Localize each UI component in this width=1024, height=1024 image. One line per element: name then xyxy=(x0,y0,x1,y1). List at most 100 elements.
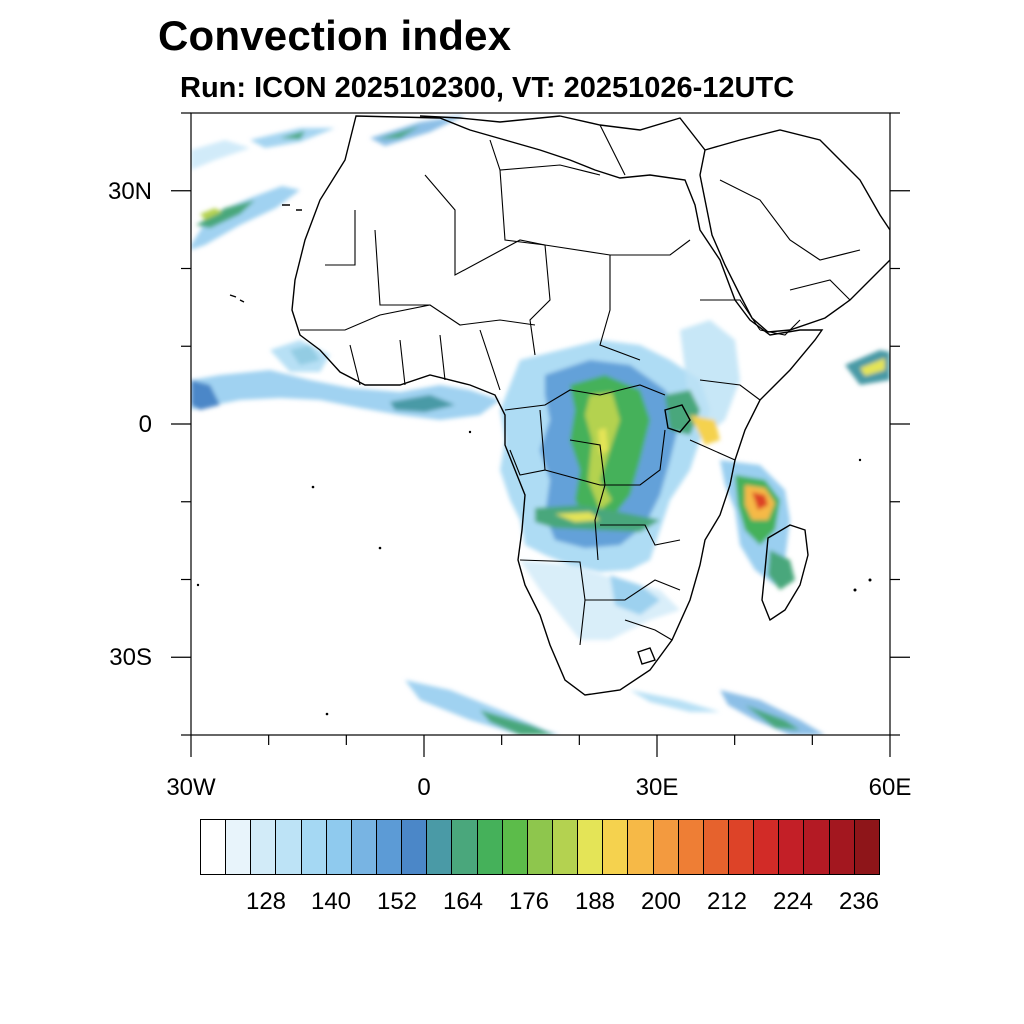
border-n3 xyxy=(424,174,546,276)
border-east2 xyxy=(689,439,736,461)
colorbar-swatch xyxy=(402,820,428,874)
border-central4 xyxy=(544,429,666,486)
mediterranean-coast xyxy=(559,115,706,151)
field-nw-band xyxy=(191,186,300,250)
colorbar-label-128: 128 xyxy=(245,888,287,915)
canary-islands xyxy=(282,204,302,211)
arabia-coastline xyxy=(699,129,890,333)
field-west-africa-band xyxy=(191,370,500,420)
field-east-africa-cells xyxy=(690,415,720,445)
field-top-left-wisps xyxy=(191,140,250,170)
lon-label-0: 0 xyxy=(417,774,431,801)
colorbar xyxy=(200,819,880,875)
border-med2 xyxy=(489,139,601,176)
colorbar-label-164: 164 xyxy=(442,888,484,915)
colorbar-swatch xyxy=(854,820,879,874)
field-lake-victoria xyxy=(665,390,700,435)
island-3 xyxy=(325,712,329,716)
figure-subtitle: Run: ICON 2025102300, VT: 20251026-12UTC xyxy=(180,72,795,104)
field-southern-africa-mid xyxy=(610,575,660,615)
field-south-streak-3 xyxy=(630,690,720,712)
border-horn xyxy=(759,319,801,336)
field-top-streak-2 xyxy=(370,115,465,146)
colorbar-swatch xyxy=(754,820,780,874)
field-south-streak-1 xyxy=(405,680,560,735)
border-n6 xyxy=(599,255,641,361)
colorbar-swatch xyxy=(628,820,654,874)
field-south-streak-2-core xyxy=(745,705,800,730)
field-top-streak-2-core xyxy=(378,126,420,139)
lat-label-0: 0 xyxy=(138,411,152,438)
convection-field xyxy=(191,115,890,735)
border-central2 xyxy=(509,409,546,476)
colorbar-swatch xyxy=(678,820,704,874)
field-nw-band-peak xyxy=(200,208,222,220)
africa-coastline xyxy=(291,115,824,696)
figure-title: Convection index xyxy=(158,12,512,59)
colorbar-swatch xyxy=(728,820,755,874)
field-top-streak-1-core xyxy=(280,131,305,139)
colorbar-swatch xyxy=(578,820,604,874)
colorbar-swatch xyxy=(452,820,478,874)
lat-label-30n: 30N xyxy=(107,178,152,205)
border-east1 xyxy=(699,379,761,401)
field-angola-band-peak xyxy=(555,512,600,522)
europe-coastline xyxy=(419,115,561,123)
colorbar-swatch xyxy=(502,820,528,874)
lesotho-outline xyxy=(637,647,656,665)
colorbar-swatch xyxy=(829,820,855,874)
border-south1 xyxy=(519,559,586,646)
madagascar-coastline xyxy=(761,524,809,622)
axis-ticks xyxy=(171,112,910,757)
colorbar-label-188: 188 xyxy=(574,888,616,915)
lat-label-30s: 30S xyxy=(109,644,152,671)
border-n5 xyxy=(529,244,551,356)
border-south2 xyxy=(585,579,681,601)
field-west-edge-cells xyxy=(191,380,220,410)
island-4 xyxy=(868,578,872,582)
field-cyclone-peak xyxy=(752,492,768,510)
colorbar-swatch xyxy=(527,820,553,874)
border-wa4 xyxy=(479,329,501,391)
border-east3 xyxy=(700,299,761,331)
border-wa3 xyxy=(439,334,446,381)
border-n1 xyxy=(325,210,356,266)
colorbar-swatch xyxy=(603,820,629,874)
border-wa2 xyxy=(399,339,406,386)
island-2 xyxy=(378,546,382,550)
colorbar-swatch xyxy=(427,820,453,874)
lon-label-60e: 60E xyxy=(868,774,912,801)
border-sahel xyxy=(300,304,536,331)
cape-verde xyxy=(229,294,245,303)
field-nw-band-core xyxy=(196,200,255,228)
colorbar-swatch xyxy=(276,820,302,874)
field-south-streak-1-core xyxy=(480,710,555,735)
colorbar-swatch xyxy=(653,820,679,874)
lon-label-30e: 30E xyxy=(635,774,679,801)
colorbar-swatch xyxy=(703,820,729,874)
colorbar-swatch xyxy=(301,820,327,874)
colorbar-label-152: 152 xyxy=(376,888,418,915)
lake-victoria-outline xyxy=(664,404,691,433)
border-arabia1 xyxy=(719,179,861,261)
colorbar-swatch xyxy=(251,820,277,874)
colorbar-label-200: 200 xyxy=(640,888,682,915)
country-borders xyxy=(300,124,861,646)
colorbar-swatch xyxy=(376,820,403,874)
colorbar-label-140: 140 xyxy=(310,888,352,915)
island-1 xyxy=(311,485,315,489)
border-n2 xyxy=(374,229,430,306)
colorbar-swatch xyxy=(804,820,830,874)
colorbar-swatch xyxy=(477,820,503,874)
colorbar-label-176: 176 xyxy=(508,888,550,915)
island-5 xyxy=(853,588,857,592)
field-east-indian-ocean-core xyxy=(860,358,885,376)
island-7 xyxy=(196,583,200,587)
field-madagascar-east xyxy=(768,550,795,590)
colorbar-label-212: 212 xyxy=(706,888,748,915)
border-south3 xyxy=(624,619,673,641)
colorbar-swatch xyxy=(326,820,352,874)
colorbar-swatch xyxy=(779,820,805,874)
